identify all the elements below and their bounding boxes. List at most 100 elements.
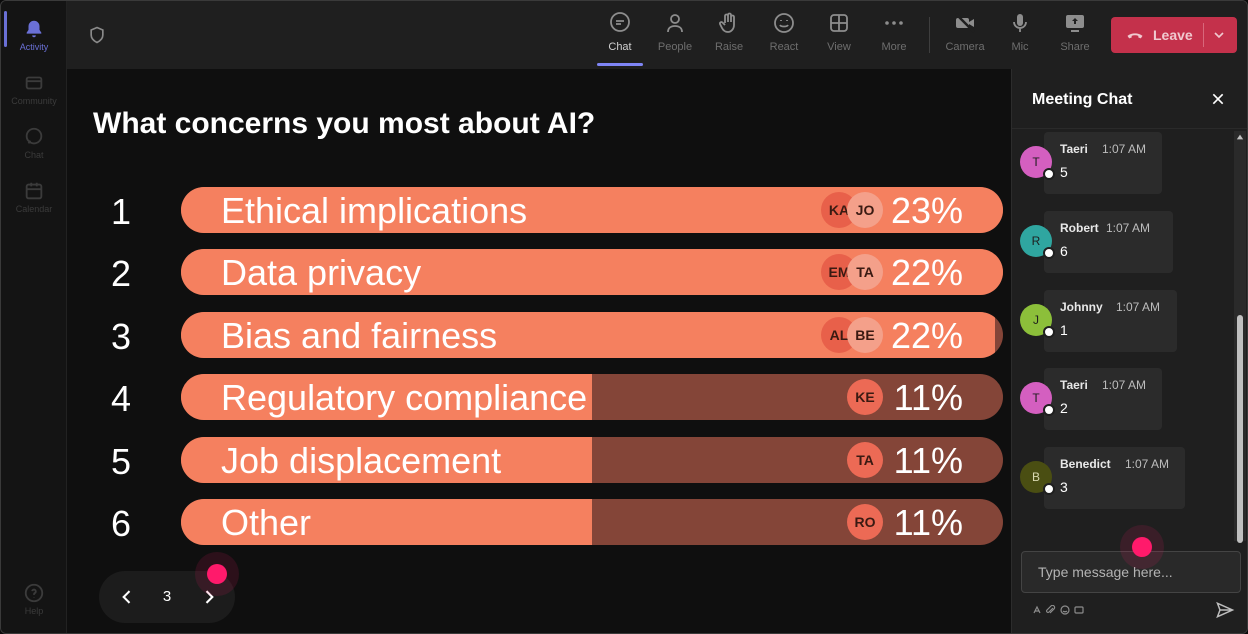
presence-status-icon: [1043, 404, 1055, 416]
hang-up-icon: [1127, 33, 1143, 39]
shield-icon[interactable]: [87, 25, 107, 45]
rail-item-label: Calendar: [15, 204, 53, 214]
close-icon[interactable]: [1210, 91, 1226, 107]
cursor-indicator: [1132, 537, 1152, 557]
voter-avatar: RO: [847, 504, 883, 540]
message-bubble: Benedict 1:07 AM 3: [1044, 447, 1185, 509]
rail-item-chat[interactable]: Chat: [1, 117, 67, 169]
rail-item-label: Help: [24, 606, 44, 616]
chat-icon: [610, 12, 630, 32]
rail-item-community[interactable]: Community: [1, 63, 67, 115]
chevron-right-icon[interactable]: [199, 587, 219, 607]
leave-separator: [1203, 23, 1204, 47]
voter-avatar: KE: [847, 379, 883, 415]
poll-option-label: Job displacement: [221, 440, 502, 481]
message-sender: Taeri: [1060, 378, 1088, 392]
left-rail: Activity Community Chat Calendar Help: [1, 1, 67, 633]
chat-message[interactable]: Benedict 1:07 AM 3 B: [1012, 447, 1232, 509]
message-time: 1:07 AM: [1102, 142, 1147, 156]
message-time: 1:07 AM: [1125, 457, 1170, 471]
message-input[interactable]: Type message here...: [1021, 551, 1241, 593]
help-icon: [24, 583, 44, 603]
poll-option-label: Bias and fairness: [221, 315, 498, 356]
presence-status-icon: [1043, 483, 1055, 495]
raise-hand-button-label: Raise: [714, 41, 744, 53]
poll-stage: What concerns you most about AI? 1 Ethica…: [67, 69, 1011, 633]
poll-option-number: 4: [110, 378, 132, 419]
poll-option-row: 4 Regulatory compliance 11% KE: [67, 374, 1011, 422]
presence-status-icon: [1043, 247, 1055, 259]
gif-icon[interactable]: [1074, 605, 1084, 615]
grid-view-icon: [830, 14, 848, 32]
poll-option-row: 1 Ethical implications 23% KA JO: [67, 187, 1011, 235]
people-button[interactable]: People: [648, 11, 702, 61]
bell-icon: [26, 20, 42, 38]
camera-button-label: Camera: [945, 41, 985, 53]
message-sender: Robert: [1060, 221, 1099, 235]
mic-button[interactable]: Mic: [993, 11, 1047, 61]
more-icon: [885, 21, 903, 25]
attach-icon[interactable]: [1046, 605, 1056, 615]
meeting-chat-panel: Meeting Chat Taeri 1:07 AM 5 T Robert 1:07 AM…: [1011, 69, 1247, 633]
message-sender: Taeri: [1060, 142, 1088, 156]
send-icon[interactable]: [1215, 600, 1235, 620]
message-sender: Johnny: [1060, 300, 1103, 314]
poll-option-percent: 11%: [893, 377, 963, 418]
scroll-up-icon[interactable]: [1236, 133, 1244, 141]
react-button-label: React: [769, 41, 799, 53]
toolbar-divider: [929, 17, 930, 53]
poll-option-row: 2 Data privacy 22% EM TA: [67, 249, 1011, 297]
share-button[interactable]: Share: [1048, 11, 1102, 61]
chat-message[interactable]: Robert 1:07 AM 6 R: [1012, 211, 1232, 273]
view-button[interactable]: View: [812, 11, 866, 61]
camera-off-icon: [955, 13, 975, 33]
chat-message[interactable]: Taeri 1:07 AM 5 T: [1012, 132, 1232, 194]
poll-option-percent: 23%: [890, 190, 963, 231]
voter-avatar: JO: [847, 192, 883, 228]
poll-option-bar: Bias and fairness 22% AL BE: [181, 312, 1003, 358]
chevron-down-icon[interactable]: [1211, 27, 1227, 43]
people-icon: [667, 14, 683, 33]
poll-option-label: Ethical implications: [221, 190, 528, 231]
rail-item-calendar[interactable]: Calendar: [1, 171, 67, 223]
hand-icon: [719, 12, 735, 33]
chat-header-divider: [1012, 128, 1247, 129]
message-bubble: Taeri 1:07 AM 2: [1044, 368, 1162, 430]
rail-item-help[interactable]: Help: [1, 573, 67, 625]
raise-hand-button[interactable]: Raise: [702, 11, 756, 61]
chat-message[interactable]: Taeri 1:07 AM 2 T: [1012, 368, 1232, 430]
chat-button[interactable]: Chat: [593, 11, 647, 61]
poll-option-bar: Data privacy 22% EM TA: [181, 249, 1003, 295]
poll-option-percent: 11%: [893, 502, 963, 543]
message-text: 6: [1060, 243, 1068, 259]
leave-button[interactable]: Leave: [1111, 17, 1237, 53]
chat-message[interactable]: Johnny 1:07 AM 1 J: [1012, 290, 1232, 352]
voter-avatar: BE: [847, 317, 883, 353]
camera-button[interactable]: Camera: [938, 11, 992, 61]
scroll-down-icon[interactable]: [1236, 531, 1244, 539]
message-input-placeholder: Type message here...: [1038, 564, 1173, 580]
presence-status-icon: [1043, 168, 1055, 180]
rail-item-activity[interactable]: Activity: [1, 9, 67, 61]
message-bubble: Johnny 1:07 AM 1: [1044, 290, 1177, 352]
message-text: 2: [1060, 400, 1068, 416]
mic-button-label: Mic: [1011, 41, 1029, 53]
chat-scrollbar-thumb[interactable]: [1237, 315, 1243, 543]
page-number: 3: [162, 588, 172, 605]
presence-status-icon: [1043, 326, 1055, 338]
more-button[interactable]: More: [867, 11, 921, 61]
message-text: 5: [1060, 164, 1068, 180]
share-screen-icon: [1066, 15, 1084, 32]
message-text: 1: [1060, 322, 1068, 338]
cursor-indicator: [207, 564, 227, 584]
emoji-icon[interactable]: [1060, 605, 1070, 615]
poll-option-label: Data privacy: [221, 252, 422, 293]
mic-icon: [1013, 14, 1027, 32]
message-text: 3: [1060, 479, 1068, 495]
community-icon: [25, 76, 43, 90]
chevron-left-icon[interactable]: [117, 587, 137, 607]
format-icon[interactable]: [1032, 605, 1042, 615]
poll-option-fill: [181, 437, 592, 483]
react-button[interactable]: React: [757, 11, 811, 61]
